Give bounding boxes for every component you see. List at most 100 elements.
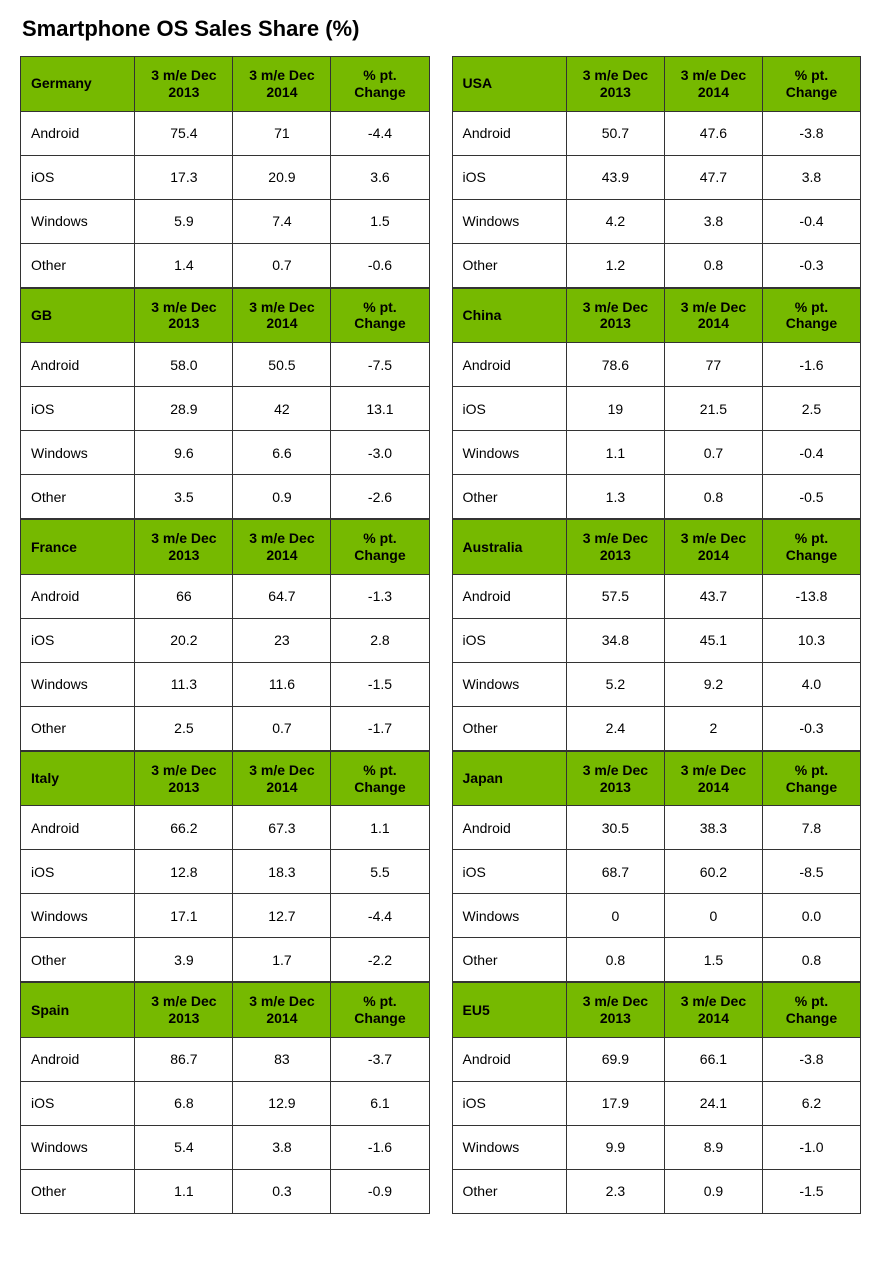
os-label: Windows xyxy=(452,662,566,706)
value-cell: 43.7 xyxy=(664,574,762,618)
table-row: Android58.050.5-7.5 xyxy=(21,343,430,387)
os-label: iOS xyxy=(21,850,135,894)
value-cell: 7.8 xyxy=(762,806,860,850)
region-table-australia: Australia3 m/e Dec 20133 m/e Dec 2014% p… xyxy=(452,519,862,751)
region-table-italy: Italy3 m/e Dec 20133 m/e Dec 2014% pt. C… xyxy=(20,751,430,983)
value-cell: 5.4 xyxy=(135,1125,233,1169)
table-row: iOS6.812.96.1 xyxy=(21,1081,430,1125)
value-cell: 2.5 xyxy=(135,706,233,750)
os-label: iOS xyxy=(21,155,135,199)
value-cell: 8.9 xyxy=(664,1125,762,1169)
value-cell: 58.0 xyxy=(135,343,233,387)
os-label: Other xyxy=(21,1169,135,1213)
value-cell: 6.6 xyxy=(233,431,331,475)
value-cell: 9.6 xyxy=(135,431,233,475)
value-cell: -4.4 xyxy=(331,111,429,155)
value-cell: 0.8 xyxy=(664,243,762,287)
column-header: 3 m/e Dec 2013 xyxy=(566,57,664,112)
value-cell: 12.7 xyxy=(233,894,331,938)
value-cell: -1.5 xyxy=(762,1169,860,1213)
value-cell: -0.9 xyxy=(331,1169,429,1213)
value-cell: 38.3 xyxy=(664,806,762,850)
value-cell: 83 xyxy=(233,1037,331,1081)
value-cell: 28.9 xyxy=(135,387,233,431)
value-cell: 47.6 xyxy=(664,111,762,155)
region-table-china: China3 m/e Dec 20133 m/e Dec 2014% pt. C… xyxy=(452,288,862,520)
os-label: Android xyxy=(452,111,566,155)
value-cell: 3.8 xyxy=(664,199,762,243)
table-row: iOS68.760.2-8.5 xyxy=(452,850,861,894)
os-label: Other xyxy=(452,475,566,519)
table-row: Android50.747.6-3.8 xyxy=(452,111,861,155)
value-cell: 0.3 xyxy=(233,1169,331,1213)
table-row: Windows5.29.24.0 xyxy=(452,662,861,706)
value-cell: 43.9 xyxy=(566,155,664,199)
value-cell: 2 xyxy=(664,706,762,750)
table-row: Android6664.7-1.3 xyxy=(21,574,430,618)
column-header: 3 m/e Dec 2013 xyxy=(135,288,233,343)
table-row: iOS17.924.16.2 xyxy=(452,1081,861,1125)
value-cell: 3.9 xyxy=(135,938,233,982)
region-header: Germany xyxy=(21,57,135,112)
value-cell: 4.2 xyxy=(566,199,664,243)
table-row: Android75.471-4.4 xyxy=(21,111,430,155)
value-cell: 1.4 xyxy=(135,243,233,287)
value-cell: 13.1 xyxy=(331,387,429,431)
value-cell: 6.8 xyxy=(135,1081,233,1125)
right-column: USA3 m/e Dec 20133 m/e Dec 2014% pt. Cha… xyxy=(452,56,862,1214)
value-cell: 45.1 xyxy=(664,618,762,662)
value-cell: -0.4 xyxy=(762,431,860,475)
column-header: 3 m/e Dec 2013 xyxy=(566,288,664,343)
table-row: iOS12.818.35.5 xyxy=(21,850,430,894)
value-cell: 0 xyxy=(566,894,664,938)
region-header: France xyxy=(21,520,135,575)
value-cell: 9.2 xyxy=(664,662,762,706)
value-cell: 0.9 xyxy=(664,1169,762,1213)
value-cell: -3.8 xyxy=(762,1037,860,1081)
column-header: % pt. Change xyxy=(331,751,429,806)
os-label: Windows xyxy=(21,894,135,938)
value-cell: 57.5 xyxy=(566,574,664,618)
column-header: 3 m/e Dec 2013 xyxy=(135,520,233,575)
value-cell: 17.1 xyxy=(135,894,233,938)
os-label: Android xyxy=(21,1037,135,1081)
value-cell: 0.8 xyxy=(566,938,664,982)
value-cell: -1.5 xyxy=(331,662,429,706)
os-label: Other xyxy=(21,938,135,982)
value-cell: -3.8 xyxy=(762,111,860,155)
column-header: 3 m/e Dec 2014 xyxy=(664,520,762,575)
value-cell: -0.3 xyxy=(762,706,860,750)
os-label: iOS xyxy=(452,387,566,431)
value-cell: 21.5 xyxy=(664,387,762,431)
table-row: Windows11.311.6-1.5 xyxy=(21,662,430,706)
value-cell: 78.6 xyxy=(566,343,664,387)
table-row: Windows1.10.7-0.4 xyxy=(452,431,861,475)
region-header: EU5 xyxy=(452,983,566,1038)
value-cell: 11.3 xyxy=(135,662,233,706)
os-label: Android xyxy=(21,574,135,618)
value-cell: 24.1 xyxy=(664,1081,762,1125)
value-cell: 3.8 xyxy=(762,155,860,199)
value-cell: 5.2 xyxy=(566,662,664,706)
os-label: iOS xyxy=(21,618,135,662)
value-cell: -13.8 xyxy=(762,574,860,618)
value-cell: 0.0 xyxy=(762,894,860,938)
value-cell: 0.7 xyxy=(233,706,331,750)
value-cell: 2.4 xyxy=(566,706,664,750)
value-cell: 12.8 xyxy=(135,850,233,894)
value-cell: 0.7 xyxy=(233,243,331,287)
region-header: USA xyxy=(452,57,566,112)
value-cell: 1.1 xyxy=(331,806,429,850)
table-row: Windows4.23.8-0.4 xyxy=(452,199,861,243)
left-column: Germany3 m/e Dec 20133 m/e Dec 2014% pt.… xyxy=(20,56,430,1214)
value-cell: 6.2 xyxy=(762,1081,860,1125)
value-cell: 64.7 xyxy=(233,574,331,618)
column-header: 3 m/e Dec 2013 xyxy=(135,751,233,806)
value-cell: 69.9 xyxy=(566,1037,664,1081)
value-cell: 3.6 xyxy=(331,155,429,199)
region-table-gb: GB3 m/e Dec 20133 m/e Dec 2014% pt. Chan… xyxy=(20,288,430,520)
table-row: Other3.91.7-2.2 xyxy=(21,938,430,982)
value-cell: 2.5 xyxy=(762,387,860,431)
value-cell: 10.3 xyxy=(762,618,860,662)
region-header: Spain xyxy=(21,983,135,1038)
